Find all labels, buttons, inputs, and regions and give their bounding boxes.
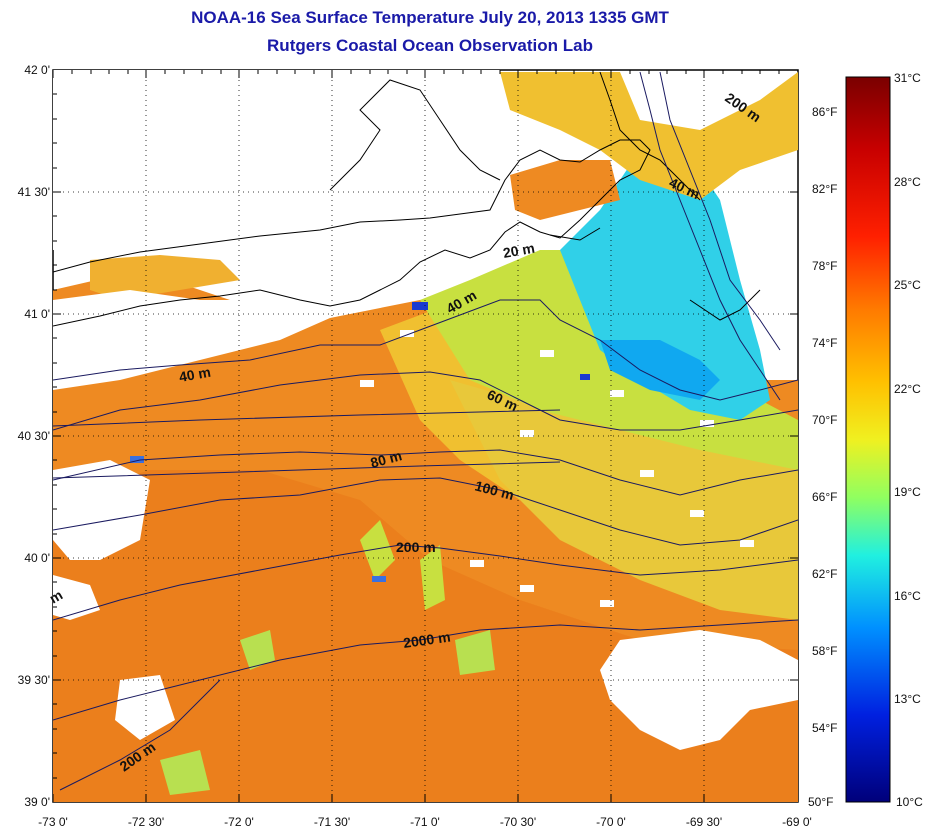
lat-tick: 40 0' xyxy=(24,551,50,565)
lon-tick: -69 0' xyxy=(782,815,812,829)
fahrenheit-tick: 54°F xyxy=(812,721,837,735)
sst-field xyxy=(53,70,798,802)
lat-tick: 41 0' xyxy=(24,307,50,321)
lat-tick: 41 30' xyxy=(18,185,50,199)
fahrenheit-tick: 66°F xyxy=(812,490,837,504)
lat-tick: 40 30' xyxy=(18,429,50,443)
lon-tick: -71 0' xyxy=(410,815,440,829)
fahrenheit-tick: 74°F xyxy=(812,336,837,350)
latitude-labels: 42 0' 41 30' 41 0' 40 30' 40 0' 39 30' 3… xyxy=(18,63,50,809)
contour-label: 40 m xyxy=(178,364,212,385)
map-subtitle: Rutgers Coastal Ocean Observation Lab xyxy=(267,36,593,55)
celsius-tick: 10°C xyxy=(896,795,923,809)
lon-tick: -72 30' xyxy=(128,815,164,829)
lon-tick: -70 30' xyxy=(500,815,536,829)
fahrenheit-scale: 86°F 82°F 78°F 74°F 70°F 66°F 62°F 58°F … xyxy=(808,105,837,809)
celsius-tick: 25°C xyxy=(894,278,921,292)
fahrenheit-tick: 78°F xyxy=(812,259,837,273)
contour-label: 20 m xyxy=(502,240,536,261)
fahrenheit-tick: 86°F xyxy=(812,105,837,119)
lon-tick: -72 0' xyxy=(224,815,254,829)
lon-tick: -73 0' xyxy=(38,815,68,829)
celsius-tick: 31°C xyxy=(894,71,921,85)
colorbar xyxy=(845,76,891,803)
fahrenheit-tick: 82°F xyxy=(812,182,837,196)
lon-tick: -69 30' xyxy=(686,815,722,829)
celsius-tick: 19°C xyxy=(894,485,921,499)
contour-label: 2000 m xyxy=(402,629,451,651)
celsius-tick: 22°C xyxy=(894,382,921,396)
graticule xyxy=(53,70,798,802)
lon-tick: -70 0' xyxy=(596,815,626,829)
celsius-tick: 13°C xyxy=(894,692,921,706)
bathymetry-contours xyxy=(53,71,798,791)
lon-tick: -71 30' xyxy=(314,815,350,829)
contour-label: 200 m xyxy=(396,539,436,555)
fahrenheit-tick: 58°F xyxy=(812,644,837,658)
celsius-scale: 31°C 28°C 25°C 22°C 19°C 16°C 13°C 10°C xyxy=(894,71,923,809)
fahrenheit-tick: 62°F xyxy=(812,567,837,581)
frame-ticks xyxy=(52,70,798,802)
lat-tick: 39 0' xyxy=(24,795,50,809)
contour-label: 80 m xyxy=(369,447,404,471)
lat-tick: 42 0' xyxy=(24,63,50,77)
fahrenheit-tick: 50°F xyxy=(808,795,833,809)
celsius-tick: 28°C xyxy=(894,175,921,189)
fahrenheit-tick: 70°F xyxy=(812,413,837,427)
longitude-labels: -73 0' -72 30' -72 0' -71 30' -71 0' -70… xyxy=(38,815,812,829)
lat-tick: 39 30' xyxy=(18,673,50,687)
celsius-tick: 16°C xyxy=(894,589,921,603)
map-title: NOAA-16 Sea Surface Temperature July 20,… xyxy=(191,8,669,27)
